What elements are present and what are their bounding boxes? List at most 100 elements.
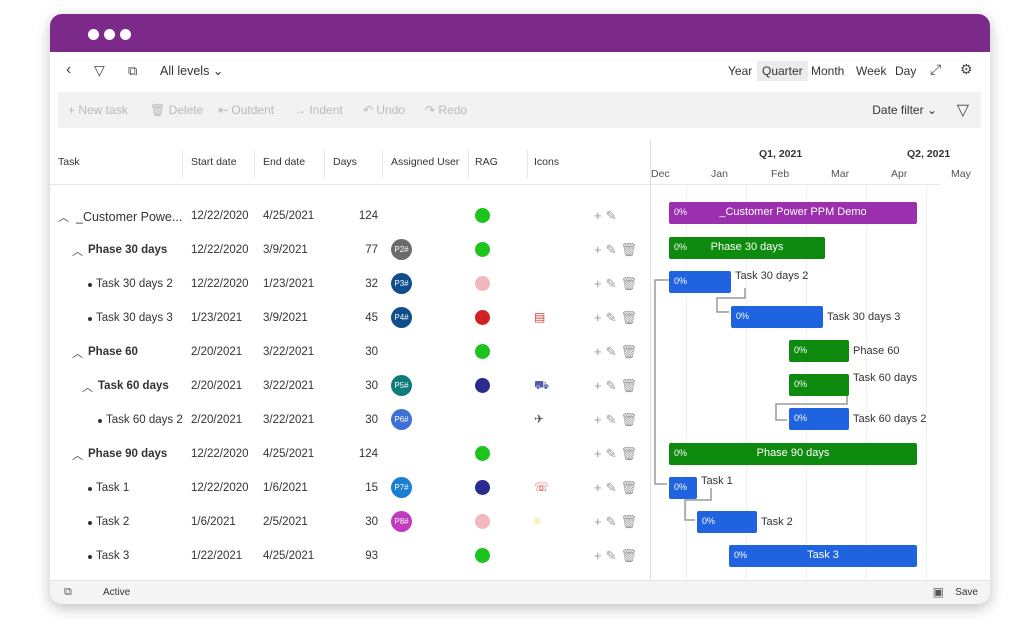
start-date[interactable]: 1/6/2021 [191,516,236,528]
add-icon[interactable]: + [594,412,606,427]
days-value[interactable]: 124 [358,448,378,460]
collapse-chevron-icon[interactable]: ︿ [72,348,83,360]
view-quarter[interactable]: Quarter [757,61,808,81]
gantt-bar[interactable]: 0% _Customer Power PPM Demo [669,202,917,224]
table-row[interactable]: Task 30 days 3 1/23/2021 3/9/2021 45 P4# ▤ +✎🗑 [50,302,650,336]
collapse-chevron-icon[interactable]: ︿ [58,212,69,224]
add-icon[interactable]: + [594,344,606,359]
end-date[interactable]: 3/22/2021 [263,380,315,392]
avatar[interactable]: P8# [391,511,412,532]
col-start-date[interactable]: Start date [191,156,237,168]
avatar[interactable]: P7# [391,477,412,498]
delete-icon[interactable]: 🗑 [620,310,642,325]
task-name[interactable]: Task 2 [96,516,130,528]
days-value[interactable]: 30 [365,380,378,392]
new-task-button[interactable]: + New task [68,103,128,117]
days-value[interactable]: 30 [365,414,378,426]
start-date[interactable]: 12/22/2020 [191,448,249,460]
days-value[interactable]: 45 [365,312,378,324]
add-icon[interactable]: + [594,208,606,223]
add-icon[interactable]: + [594,446,606,461]
days-value[interactable]: 30 [365,516,378,528]
delete-icon[interactable]: 🗑 [620,548,642,563]
view-day[interactable]: Day [895,64,917,78]
task-name[interactable]: Task 30 days 3 [96,312,173,324]
start-date[interactable]: 1/23/2021 [191,312,243,324]
indent-button[interactable]: → Indent [294,103,343,117]
days-value[interactable]: 30 [365,346,378,358]
start-date[interactable]: 12/22/2020 [191,482,249,494]
table-row[interactable]: Task 3 1/22/2021 4/25/2021 93 +✎🗑 [50,540,650,574]
view-week[interactable]: Week [856,64,887,78]
avatar[interactable]: P6# [391,409,412,430]
delete-icon[interactable]: 🗑 [620,412,642,427]
add-icon[interactable]: + [594,548,606,563]
end-date[interactable]: 3/22/2021 [263,346,315,358]
col-days[interactable]: Days [333,156,357,168]
delete-icon[interactable]: 🗑 [620,378,642,393]
start-date[interactable]: 2/20/2021 [191,414,243,426]
days-value[interactable]: 93 [365,550,378,562]
task-name[interactable]: Task 60 days [98,380,169,392]
table-row[interactable]: ︿ Task 60 days 2/20/2021 3/22/2021 30 P5# ⛟ +✎🗑 [50,370,650,404]
task-name[interactable]: Phase 60 [88,346,138,358]
expand-icon[interactable]: ⤢ [930,61,942,77]
edit-icon[interactable]: ✎ [605,480,621,495]
task-name[interactable]: Task 3 [96,550,130,562]
add-icon[interactable]: + [594,480,606,495]
settings-gear-icon[interactable]: ⚙ [960,61,973,77]
back-icon[interactable]: ‹ [66,61,72,78]
gantt-bar[interactable]: 0% [697,511,757,533]
table-row[interactable]: Task 1 12/22/2020 1/6/2021 15 P7# ☏ +✎🗑 [50,472,650,506]
delete-button[interactable]: 🗑 Delete [150,103,204,117]
undo-button[interactable]: ↶ Undo [363,103,406,117]
end-date[interactable]: 4/25/2021 [263,210,315,222]
gantt-bar[interactable]: 0% [789,340,849,362]
table-row[interactable]: ︿ _Customer Powe... 12/22/2020 4/25/2021 124… [50,200,650,234]
edit-icon[interactable]: ✎ [605,276,621,291]
avatar[interactable]: P3# [391,273,412,294]
start-date[interactable]: 12/22/2020 [191,278,249,290]
edit-icon[interactable]: ✎ [605,242,621,257]
delete-icon[interactable]: 🗑 [620,514,642,529]
days-value[interactable]: 15 [365,482,378,494]
gantt-bar[interactable]: 0% Task 3 [729,545,917,567]
end-date[interactable]: 2/5/2021 [263,516,308,528]
gantt-bar[interactable]: 0% [669,477,697,499]
start-date[interactable]: 12/22/2020 [191,244,249,256]
task-name[interactable]: Phase 30 days [88,244,168,256]
end-date[interactable]: 1/6/2021 [263,482,308,494]
end-date[interactable]: 3/9/2021 [263,244,308,256]
add-icon[interactable]: + [594,276,606,291]
gantt-bar[interactable]: 0% Phase 90 days [669,443,917,465]
collapse-chevron-icon[interactable]: ︿ [72,450,83,462]
delete-icon[interactable]: 🗑 [620,242,642,257]
start-date[interactable]: 2/20/2021 [191,380,243,392]
save-icon[interactable]: ▣ [932,585,944,599]
end-date[interactable]: 3/22/2021 [263,414,315,426]
collapse-chevron-icon[interactable]: ︿ [72,246,83,258]
start-date[interactable]: 1/22/2021 [191,550,243,562]
gantt-bar[interactable]: 0% [669,271,731,293]
delete-icon[interactable]: 🗑 [620,446,642,461]
table-row[interactable]: ︿ Phase 30 days 12/22/2020 3/9/2021 77 P2# +✎🗑 [50,234,650,268]
col-rag[interactable]: RAG [475,156,498,168]
end-date[interactable]: 4/25/2021 [263,550,315,562]
save-button[interactable]: Save [955,587,978,598]
delete-icon[interactable]: 🗑 [620,480,642,495]
days-value[interactable]: 77 [365,244,378,256]
avatar[interactable]: P4# [391,307,412,328]
edit-icon[interactable]: ✎ [605,446,621,461]
days-value[interactable]: 32 [365,278,378,290]
col-end-date[interactable]: End date [263,156,306,168]
hierarchy-icon[interactable]: ⧉ [128,63,138,78]
view-month[interactable]: Month [811,64,845,78]
avatar[interactable]: P2# [391,239,412,260]
gantt-bar[interactable]: 0% Phase 30 days [669,237,825,259]
edit-icon[interactable]: ✎ [605,378,621,393]
add-icon[interactable]: + [594,514,606,529]
collapse-chevron-icon[interactable]: ︿ [82,382,93,394]
table-row[interactable]: Task 30 days 2 12/22/2020 1/23/2021 32 P3# +✎… [50,268,650,302]
edit-icon[interactable]: ✎ [605,514,621,529]
open-external-icon[interactable]: ⧉ [64,586,72,598]
